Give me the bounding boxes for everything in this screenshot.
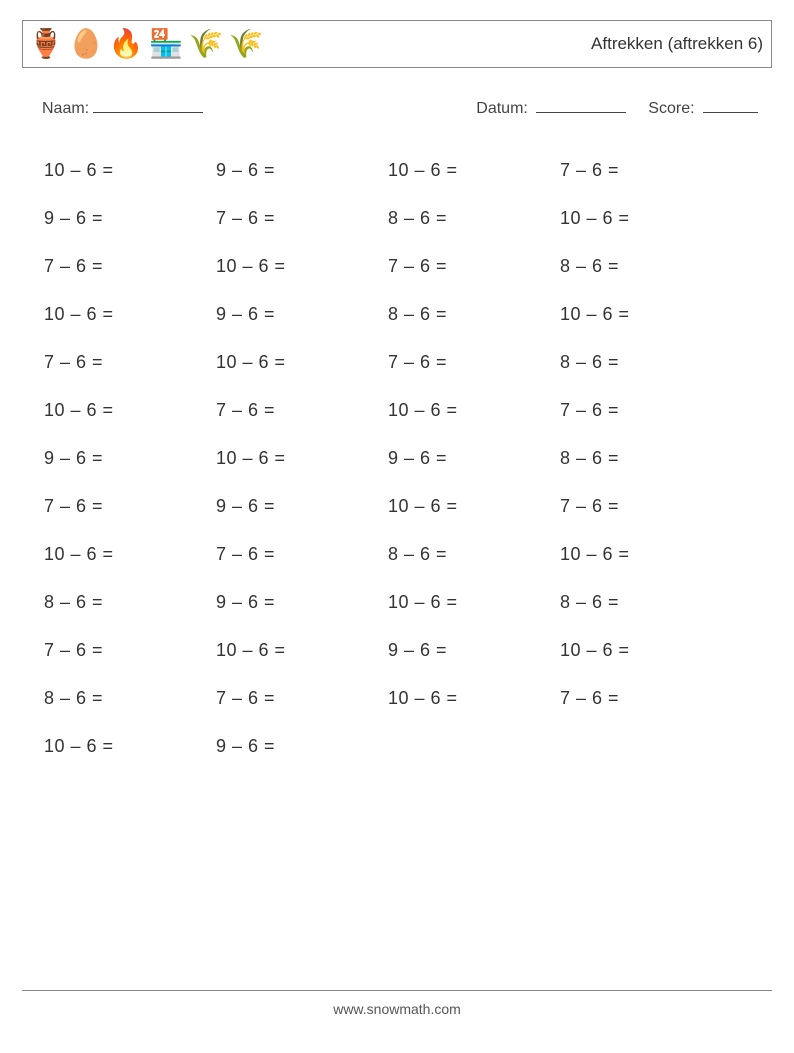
- problem-cell: 8 – 6 =: [388, 544, 560, 565]
- problem-cell: 8 – 6 =: [44, 688, 216, 709]
- problem-cell: 10 – 6 =: [560, 208, 732, 229]
- header-box: 🏺 🥚 🔥 🏪 🌾 🌾 Aftrekken (aftrekken 6): [22, 20, 772, 68]
- problem-cell: 10 – 6 =: [44, 304, 216, 325]
- problem-row: 7 – 6 =10 – 6 =7 – 6 =8 – 6 =: [44, 242, 772, 290]
- problem-cell: 8 – 6 =: [560, 256, 732, 277]
- problem-cell: 10 – 6 =: [560, 304, 732, 325]
- problem-row: 7 – 6 =10 – 6 =9 – 6 =10 – 6 =: [44, 626, 772, 674]
- wheat-icon-1: 🌾: [189, 27, 223, 61]
- problem-row: 7 – 6 =9 – 6 =10 – 6 =7 – 6 =: [44, 482, 772, 530]
- problem-cell: 7 – 6 =: [44, 496, 216, 517]
- problem-cell: 8 – 6 =: [388, 304, 560, 325]
- problem-cell: 7 – 6 =: [560, 496, 732, 517]
- problem-cell: 9 – 6 =: [216, 496, 388, 517]
- problem-cell: 10 – 6 =: [388, 496, 560, 517]
- footer-divider: [22, 990, 772, 991]
- problem-cell: 7 – 6 =: [560, 400, 732, 421]
- problem-cell: 10 – 6 =: [216, 256, 388, 277]
- problem-cell: 9 – 6 =: [44, 448, 216, 469]
- problem-row: 8 – 6 =9 – 6 =10 – 6 =8 – 6 =: [44, 578, 772, 626]
- problem-cell: 8 – 6 =: [388, 208, 560, 229]
- problems-grid: 10 – 6 =9 – 6 =10 – 6 =7 – 6 =9 – 6 =7 –…: [22, 146, 772, 770]
- worksheet-title: Aftrekken (aftrekken 6): [591, 34, 763, 54]
- problem-row: 7 – 6 =10 – 6 =7 – 6 =8 – 6 =: [44, 338, 772, 386]
- score-field: Score:: [648, 96, 758, 118]
- header-icons: 🏺 🥚 🔥 🏪 🌾 🌾: [29, 27, 263, 61]
- problem-cell: 7 – 6 =: [44, 256, 216, 277]
- date-label: Datum:: [476, 100, 528, 117]
- problem-cell: 7 – 6 =: [560, 688, 732, 709]
- problem-cell: 10 – 6 =: [560, 544, 732, 565]
- score-label: Score:: [648, 100, 694, 117]
- problem-cell: 8 – 6 =: [560, 352, 732, 373]
- footer-url: www.snowmath.com: [0, 1001, 794, 1017]
- meta-right: Datum: Score:: [476, 96, 758, 118]
- problem-cell: 9 – 6 =: [216, 160, 388, 181]
- name-field: Naam:: [42, 96, 203, 118]
- problem-cell: 10 – 6 =: [44, 400, 216, 421]
- problem-cell: 7 – 6 =: [560, 160, 732, 181]
- problem-cell: 7 – 6 =: [216, 544, 388, 565]
- problem-cell: 10 – 6 =: [44, 544, 216, 565]
- oven-icon: 🔥: [109, 27, 143, 61]
- problem-cell: 9 – 6 =: [216, 592, 388, 613]
- problem-row: 10 – 6 =9 – 6 =10 – 6 =7 – 6 =: [44, 146, 772, 194]
- meta-row: Naam: Datum: Score:: [22, 96, 772, 118]
- eggs-icon: 🥚: [69, 27, 103, 61]
- problem-row: 10 – 6 =9 – 6 =: [44, 722, 772, 770]
- name-blank[interactable]: [93, 96, 203, 113]
- problem-row: 10 – 6 =7 – 6 =8 – 6 =10 – 6 =: [44, 530, 772, 578]
- problem-cell: 7 – 6 =: [44, 352, 216, 373]
- problem-cell: 10 – 6 =: [560, 640, 732, 661]
- problem-cell: 10 – 6 =: [388, 400, 560, 421]
- date-field: Datum:: [476, 96, 626, 118]
- problem-cell: 7 – 6 =: [216, 688, 388, 709]
- problem-cell: 10 – 6 =: [388, 592, 560, 613]
- problem-cell: 7 – 6 =: [388, 256, 560, 277]
- problem-row: 10 – 6 =9 – 6 =8 – 6 =10 – 6 =: [44, 290, 772, 338]
- wheat-icon-2: 🌾: [229, 27, 263, 61]
- problem-cell: 9 – 6 =: [216, 304, 388, 325]
- shop-icon: 🏪: [149, 27, 183, 61]
- worksheet-page: 🏺 🥚 🔥 🏪 🌾 🌾 Aftrekken (aftrekken 6) Naam…: [0, 0, 794, 1053]
- problem-cell: 7 – 6 =: [44, 640, 216, 661]
- jug-icon: 🏺: [29, 27, 63, 61]
- problem-row: 10 – 6 =7 – 6 =10 – 6 =7 – 6 =: [44, 386, 772, 434]
- problem-cell: 10 – 6 =: [44, 160, 216, 181]
- problem-row: 9 – 6 =10 – 6 =9 – 6 =8 – 6 =: [44, 434, 772, 482]
- date-blank[interactable]: [536, 96, 626, 113]
- name-label: Naam:: [42, 100, 89, 118]
- problem-cell: 10 – 6 =: [388, 688, 560, 709]
- problem-cell: 9 – 6 =: [44, 208, 216, 229]
- problem-cell: 9 – 6 =: [388, 448, 560, 469]
- problem-cell: 7 – 6 =: [216, 400, 388, 421]
- problem-cell: 7 – 6 =: [216, 208, 388, 229]
- problem-cell: 10 – 6 =: [44, 736, 216, 757]
- problem-cell: 7 – 6 =: [388, 352, 560, 373]
- problem-cell: 10 – 6 =: [216, 640, 388, 661]
- problem-cell: 9 – 6 =: [216, 736, 388, 757]
- problem-cell: 8 – 6 =: [44, 592, 216, 613]
- problem-row: 8 – 6 =7 – 6 =10 – 6 =7 – 6 =: [44, 674, 772, 722]
- problem-row: 9 – 6 =7 – 6 =8 – 6 =10 – 6 =: [44, 194, 772, 242]
- problem-cell: 10 – 6 =: [216, 352, 388, 373]
- problem-cell: 8 – 6 =: [560, 592, 732, 613]
- problem-cell: 9 – 6 =: [388, 640, 560, 661]
- problem-cell: 8 – 6 =: [560, 448, 732, 469]
- score-blank[interactable]: [703, 96, 758, 113]
- problem-cell: 10 – 6 =: [216, 448, 388, 469]
- problem-cell: 10 – 6 =: [388, 160, 560, 181]
